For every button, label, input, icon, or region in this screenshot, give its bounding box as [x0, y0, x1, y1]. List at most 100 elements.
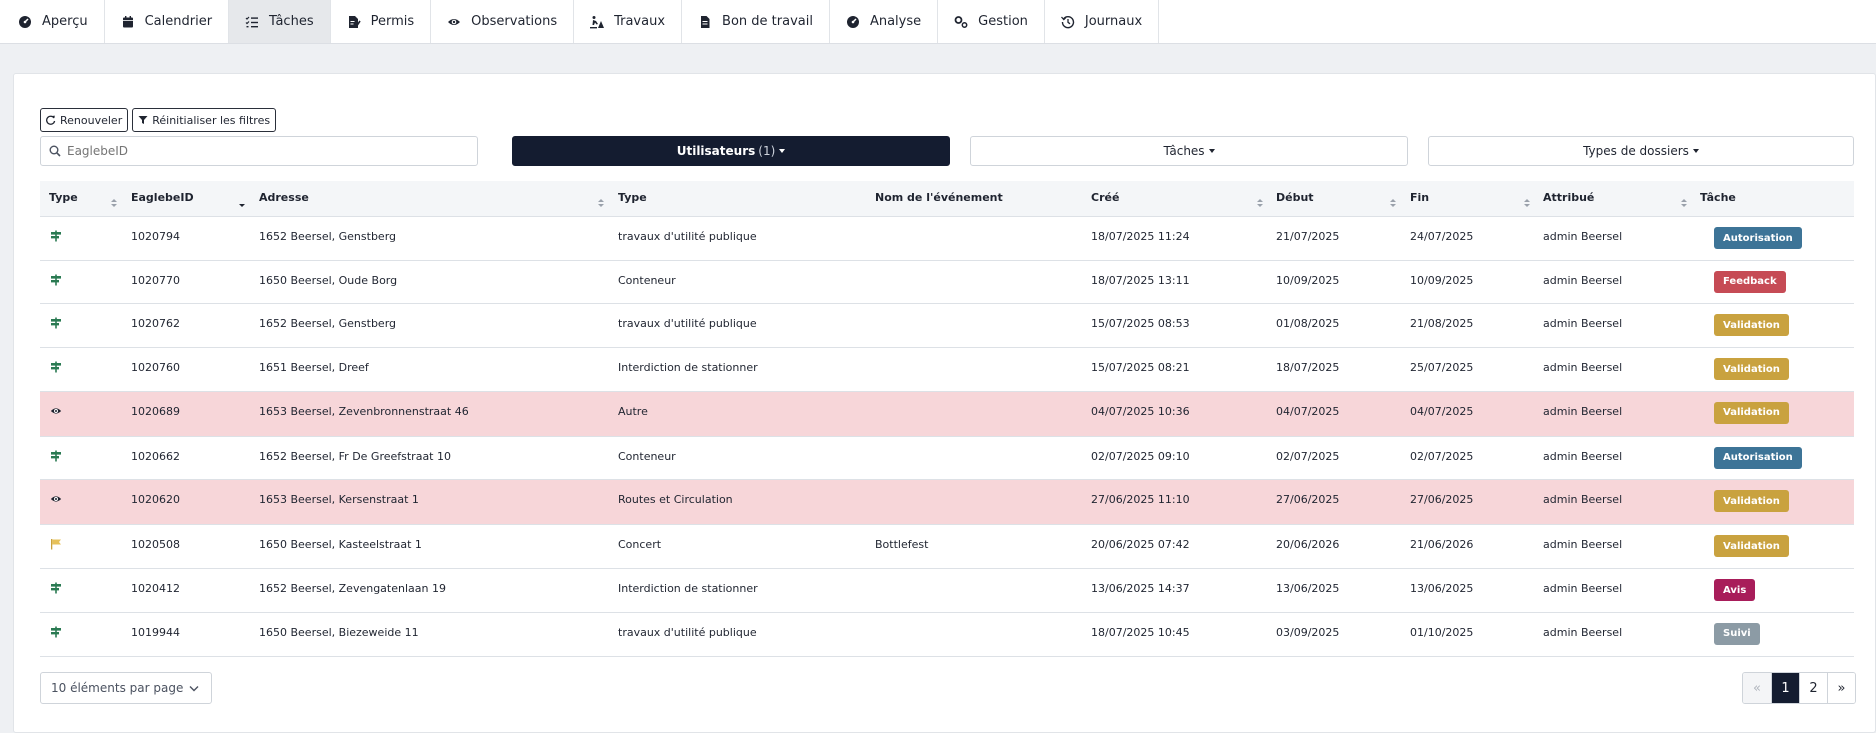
col-assigned[interactable]: Attribué [1543, 191, 1595, 204]
tab-5[interactable]: Travaux [574, 0, 683, 43]
cell-assigned: admin Beersel [1543, 449, 1623, 463]
cell-address: 1652 Beersel, Fr De Greefstraat 10 [259, 449, 451, 463]
tasks-filter-label: Tâches [1163, 144, 1205, 158]
task-badge[interactable]: Validation [1714, 535, 1789, 558]
signpost-icon [50, 274, 62, 286]
signpost-icon [50, 582, 62, 594]
col-id[interactable]: EaglebeID [131, 191, 194, 204]
per-page-select[interactable]: 10 éléments par page [40, 672, 212, 704]
gauge-icon [846, 15, 860, 29]
cell-assigned: admin Beersel [1543, 493, 1623, 507]
task-badge[interactable]: Feedback [1714, 270, 1786, 293]
sort-icon[interactable] [1524, 199, 1530, 209]
sort-icon[interactable] [111, 199, 117, 209]
cell-created: 18/07/2025 10:45 [1091, 625, 1190, 639]
next-page-button[interactable]: » [1827, 673, 1855, 703]
task-badge[interactable]: Validation [1714, 358, 1789, 381]
cell-assigned: admin Beersel [1543, 361, 1623, 375]
sort-icon[interactable] [598, 199, 604, 209]
table-body: 1020794 1652 Beersel, Genstberg travaux d'… [40, 217, 1854, 657]
signpost-icon [50, 361, 62, 373]
sort-icon[interactable] [1390, 199, 1396, 209]
col-type[interactable]: Type [49, 191, 78, 204]
cell-start: 13/06/2025 [1276, 582, 1340, 596]
reset-filters-button[interactable]: Réinitialiser les filtres [132, 108, 277, 132]
cell-type: travaux d'utilité publique [618, 625, 757, 639]
tab-1[interactable]: Calendrier [105, 0, 230, 43]
cell-assigned: admin Beersel [1543, 538, 1623, 552]
search-box[interactable] [40, 136, 478, 166]
table-row[interactable]: 1020662 1652 Beersel, Fr De Greefstraat 1… [40, 437, 1854, 481]
sort-icon[interactable] [1257, 199, 1263, 209]
caret-down-icon [1692, 149, 1699, 153]
cell-end: 25/07/2025 [1410, 361, 1474, 375]
signpost-icon [50, 317, 62, 329]
cell-assigned: admin Beersel [1543, 273, 1623, 287]
refresh-label: Renouveler [60, 113, 123, 127]
col-created[interactable]: Créé [1091, 191, 1120, 204]
users-filter-dropdown[interactable]: Utilisateurs (1) [512, 136, 950, 166]
cell-created: 20/06/2025 07:42 [1091, 538, 1190, 552]
cell-address: 1650 Beersel, Oude Borg [259, 273, 398, 287]
table-row[interactable]: 1020794 1652 Beersel, Genstberg travaux d'… [40, 217, 1854, 261]
cell-id: 1020508 [131, 538, 180, 552]
task-badge[interactable]: Autorisation [1714, 446, 1802, 469]
cell-id: 1020620 [131, 493, 180, 507]
tab-label: Observations [471, 14, 558, 29]
col-end[interactable]: Fin [1410, 191, 1430, 204]
table-row[interactable]: 1020760 1651 Beersel, Dreef Interdiction d… [40, 348, 1854, 392]
table-row[interactable]: 1020762 1652 Beersel, Genstberg travaux d'… [40, 304, 1854, 349]
permit-icon [347, 15, 361, 29]
filter-row: Utilisateurs (1) Tâches Types de dossier… [40, 136, 1854, 166]
cell-end: 01/10/2025 [1410, 625, 1474, 639]
roadworks-icon [590, 15, 605, 29]
col-address[interactable]: Adresse [259, 191, 309, 204]
types-filter-dropdown[interactable]: Types de dossiers [1428, 136, 1854, 166]
table-row[interactable]: 1020689 1653 Beersel, Zevenbronnenstraat … [40, 391, 1854, 437]
task-badge[interactable]: Validation [1714, 401, 1789, 424]
tab-2[interactable]: Tâches [229, 0, 331, 43]
table-row[interactable]: 1020620 1653 Beersel, Kersenstraat 1 Route… [40, 480, 1854, 526]
tab-4[interactable]: Observations [431, 0, 575, 43]
prev-page-button[interactable]: « [1743, 673, 1771, 703]
table-row[interactable]: 1020412 1652 Beersel, Zevengatenlaan 19 In… [40, 569, 1854, 613]
cell-type: travaux d'utilité publique [618, 230, 757, 243]
cell-address: 1652 Beersel, Genstberg [259, 230, 397, 243]
cogs-icon [954, 15, 968, 29]
tab-label: Calendrier [144, 14, 213, 29]
task-badge[interactable]: Autorisation [1714, 227, 1802, 249]
tab-6[interactable]: Bon de travail [682, 0, 830, 43]
table-row[interactable]: 1020508 1650 Beersel, Kasteelstraat 1 Conc… [40, 525, 1854, 570]
tasks-filter-dropdown[interactable]: Tâches [970, 136, 1408, 166]
cell-type: Interdiction de stationner [618, 361, 758, 375]
cell-created: 18/07/2025 11:24 [1091, 230, 1190, 243]
cell-id: 1020689 [131, 404, 180, 418]
cell-end: 24/07/2025 [1410, 230, 1474, 243]
cell-id: 1020662 [131, 449, 180, 463]
sort-icon[interactable] [1681, 199, 1687, 209]
task-badge[interactable]: Validation [1714, 490, 1789, 513]
cell-address: 1651 Beersel, Dreef [259, 361, 369, 375]
table-row[interactable]: 1019944 1650 Beersel, Biezeweide 11 travau… [40, 613, 1854, 657]
task-badge[interactable]: Validation [1714, 314, 1789, 337]
page-button[interactable]: 2 [1799, 673, 1827, 703]
signpost-icon [50, 626, 62, 638]
cell-id: 1020794 [131, 230, 180, 243]
tab-3[interactable]: Permis [331, 0, 432, 43]
col-start[interactable]: Début [1276, 191, 1314, 204]
task-badge[interactable]: Suivi [1714, 622, 1760, 645]
search-input[interactable] [67, 144, 447, 158]
tab-label: Gestion [978, 14, 1028, 29]
table-row[interactable]: 1020770 1650 Beersel, Oude Borg Conteneur 1… [40, 261, 1854, 305]
tab-9[interactable]: Journaux [1045, 0, 1160, 43]
tab-7[interactable]: Analyse [830, 0, 939, 43]
tab-0[interactable]: Aperçu [2, 0, 105, 43]
cell-created: 02/07/2025 09:10 [1091, 449, 1190, 463]
tab-8[interactable]: Gestion [938, 0, 1045, 43]
task-badge[interactable]: Avis [1714, 579, 1756, 602]
cell-assigned: admin Beersel [1543, 582, 1623, 596]
refresh-button[interactable]: Renouveler [40, 108, 129, 132]
page-button[interactable]: 1 [1771, 673, 1799, 703]
sort-desc-icon[interactable] [239, 199, 245, 209]
col-event: Nom de l'événement [875, 191, 1003, 204]
